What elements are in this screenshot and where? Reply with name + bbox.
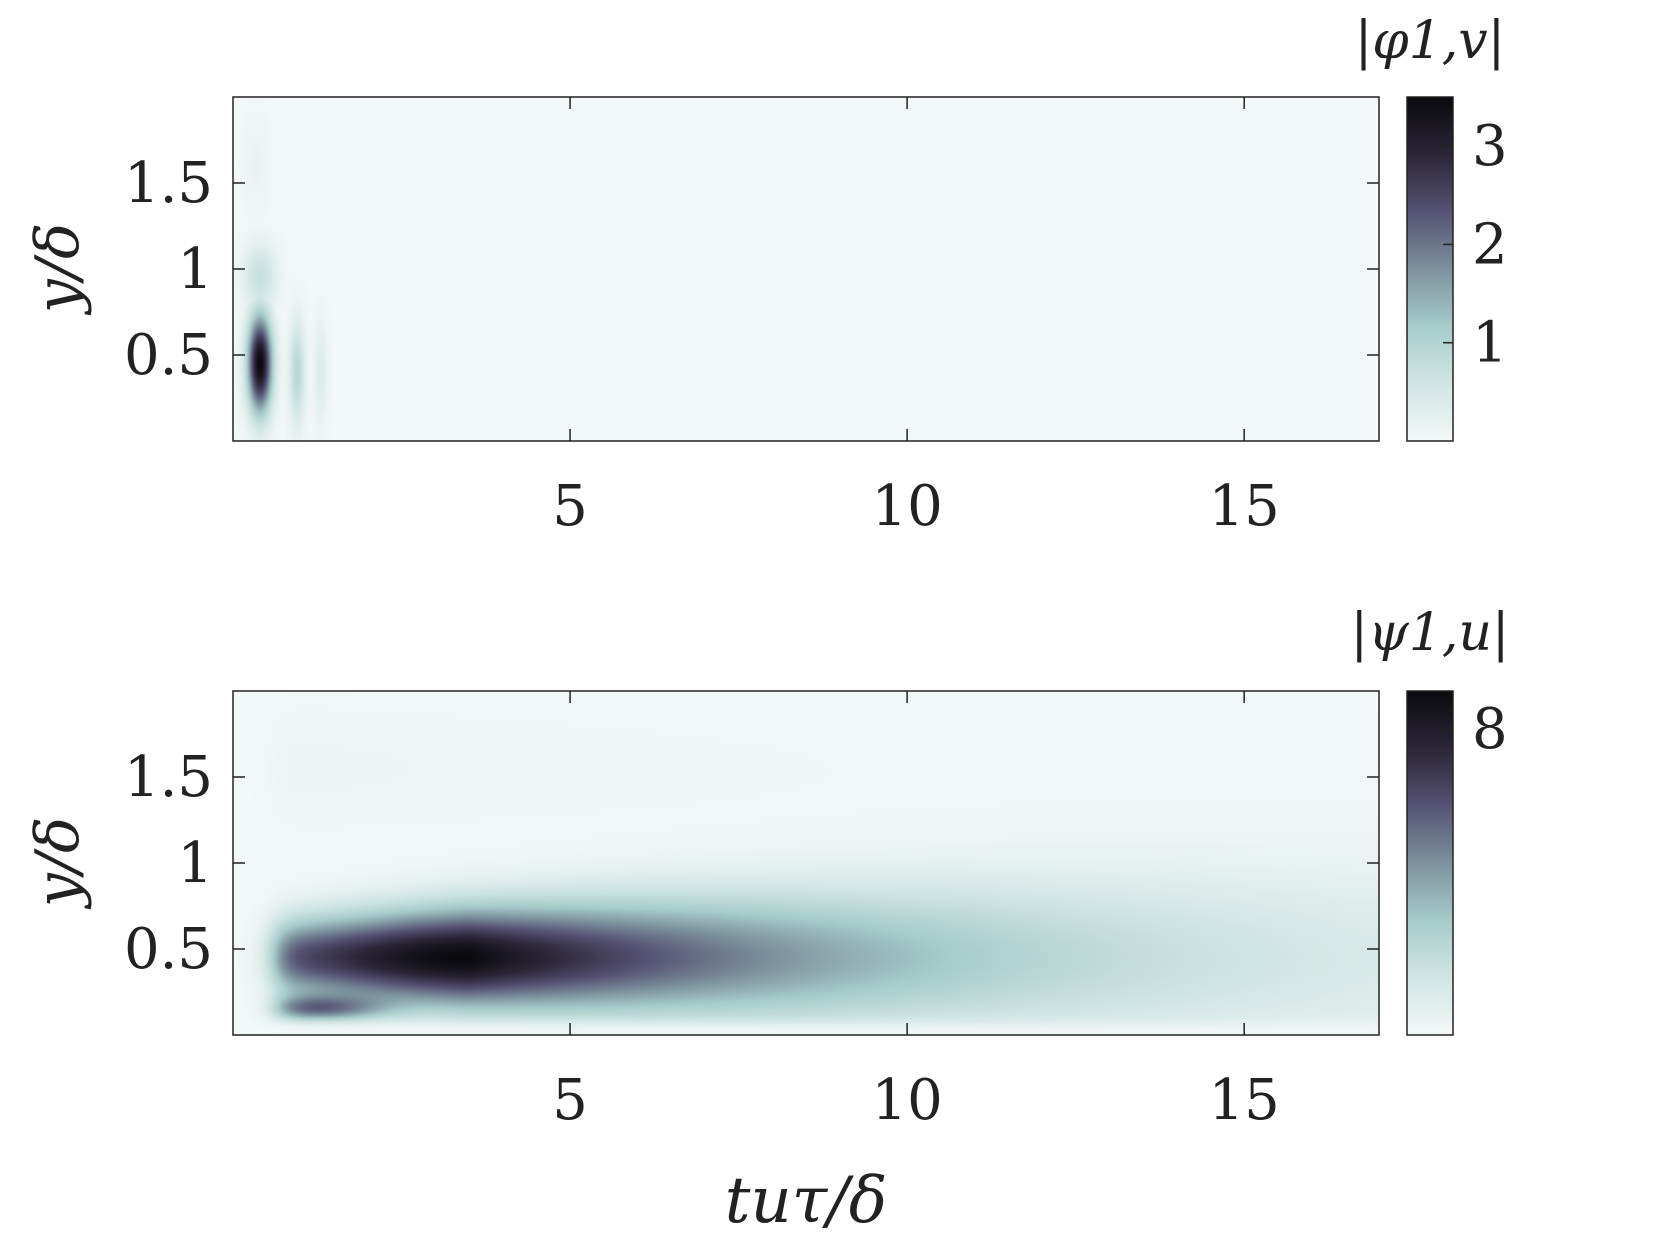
top-y-tick-label: 0.5 — [124, 323, 213, 388]
top-heatmap — [233, 97, 1379, 441]
top-x-tick-label: 5 — [552, 474, 588, 539]
bottom-y-ticks: 0.5 1 1.5 — [124, 745, 1379, 982]
top-x-tick-label: 15 — [1209, 474, 1280, 539]
bottom-panel: 5 10 15 0.5 1 1.5 y/δ tuτ/δ 8 |ψ1,u| — [23, 603, 1509, 1238]
top-colorbar-tick-label: 2 — [1472, 212, 1508, 277]
top-y-axis-title: y/δ — [23, 223, 93, 316]
bottom-heatmap — [233, 691, 1379, 1035]
bottom-y-tick-label: 0.5 — [124, 917, 213, 982]
top-y-tick-label: 1.5 — [124, 151, 213, 216]
bottom-colorbar-tick-label: 8 — [1472, 697, 1508, 762]
top-colorbar-title: |φ1,v| — [1355, 11, 1505, 71]
top-y-ticks: 0.5 1 1.5 — [124, 151, 1379, 388]
top-panel: 5 10 15 0.5 1 1.5 y/δ 1 2 3 |φ1,v| — [23, 11, 1508, 539]
top-colorbar-tick-label: 3 — [1472, 114, 1508, 179]
top-colorbar-ticks: 1 2 3 — [1443, 114, 1508, 376]
bottom-y-tick-label: 1 — [177, 831, 213, 896]
bottom-x-tick-label: 15 — [1209, 1068, 1280, 1133]
top-y-tick-label: 1 — [177, 237, 213, 302]
top-x-tick-label: 10 — [871, 474, 942, 539]
top-colorbar — [1406, 96, 1454, 442]
bottom-x-axis-title: tuτ/δ — [725, 1164, 887, 1238]
top-x-ticks: 5 10 15 — [552, 97, 1280, 539]
bottom-y-tick-label: 1.5 — [124, 745, 213, 810]
bottom-x-tick-label: 5 — [552, 1068, 588, 1133]
bottom-colorbar-ticks: 8 — [1443, 697, 1508, 762]
bottom-y-axis-title: y/δ — [23, 817, 93, 910]
top-colorbar-tick-label: 1 — [1472, 311, 1508, 376]
bottom-x-ticks: 5 10 15 — [552, 691, 1280, 1133]
bottom-colorbar-title: |ψ1,u| — [1351, 603, 1510, 663]
bottom-x-tick-label: 10 — [871, 1068, 942, 1133]
bottom-colorbar — [1406, 690, 1454, 1036]
